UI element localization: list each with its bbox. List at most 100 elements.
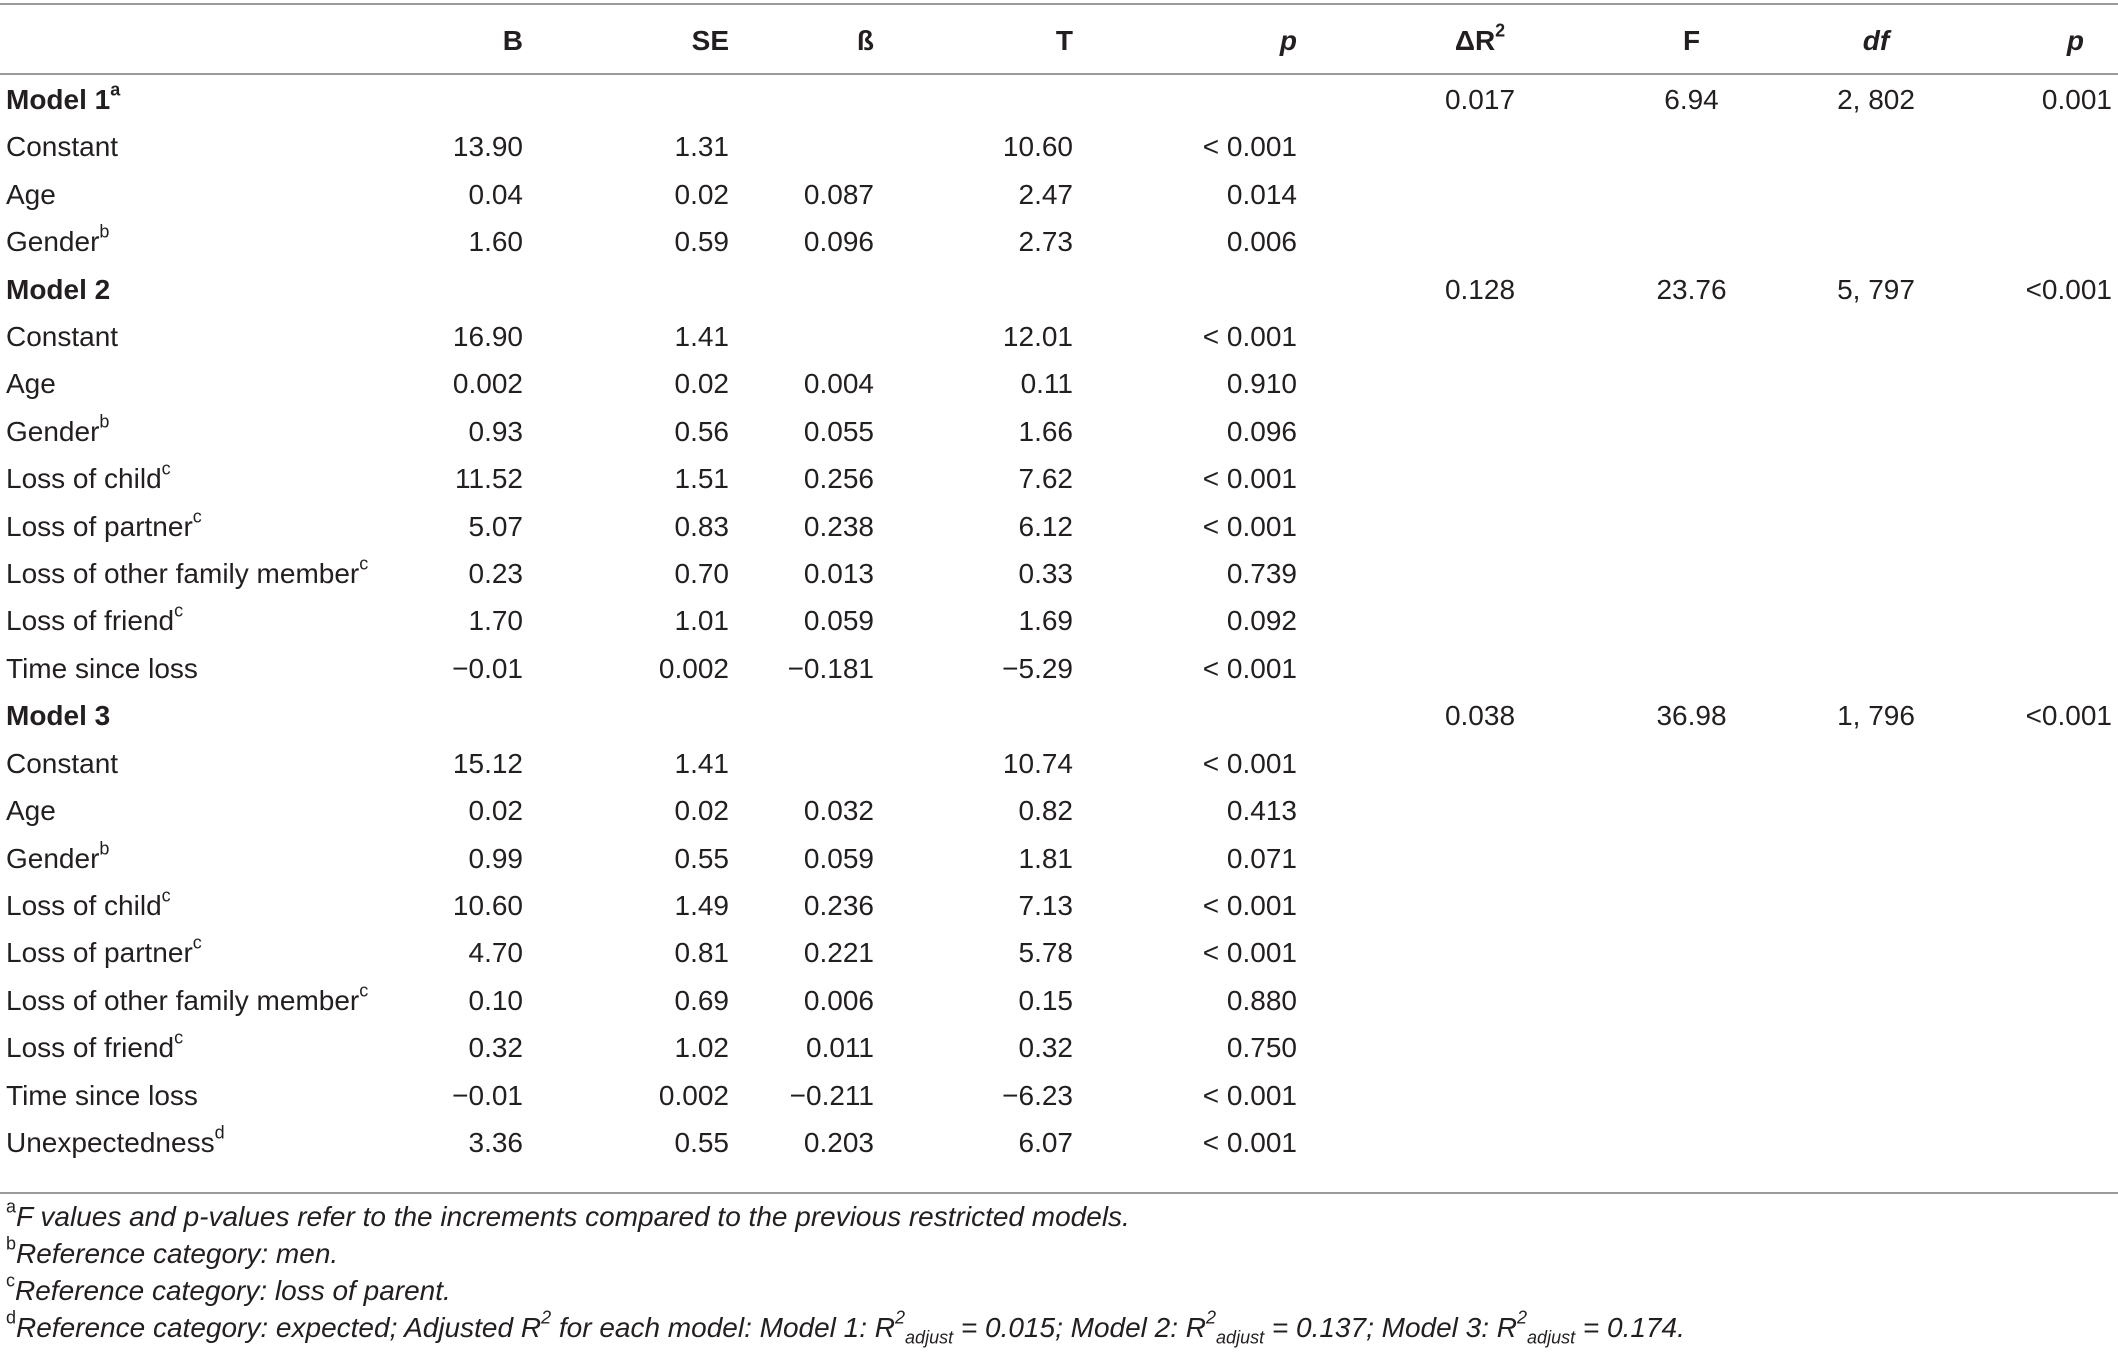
t-cell: 7.13 (1018, 889, 1074, 921)
table-row: Loss of partnerc 5.07 0.83 0.238 6.12 < 0.001 (0, 503, 2118, 550)
p-cell: < 0.001 (1202, 131, 1297, 163)
df-cell: 1, 796 (1837, 700, 1915, 732)
header-rule (0, 73, 2118, 75)
predictor-sup: b (99, 221, 110, 242)
empty-cell (1351, 408, 1609, 455)
predictor-sup: c (174, 600, 184, 621)
beta-cell: 0.221 (803, 937, 874, 969)
footnote-d-sub4: adjust (1527, 1327, 1576, 1348)
empty-cell (1609, 123, 1774, 170)
table-row: Loss of partnerc 4.70 0.81 0.221 5.78 < 0.001 (0, 929, 2118, 976)
beta-cell: 0.256 (803, 463, 874, 495)
predictor-sup: c (359, 553, 369, 574)
empty-cell (1609, 597, 1774, 644)
beta-cell: −0.181 (787, 652, 874, 684)
p-cell: 0.413 (1226, 795, 1297, 827)
footnote-b: bReference category: men. (6, 1235, 1685, 1272)
empty-cell (1774, 835, 1978, 882)
empty-cell (1609, 787, 1774, 834)
delta-r2-cell: 0.128 (1444, 273, 1516, 305)
empty-cell (1978, 218, 2118, 265)
delta-r2-cell: 0.038 (1444, 700, 1516, 732)
empty-cell (1978, 171, 2118, 218)
empty-cell (1609, 977, 1774, 1024)
predictor-sup: c (192, 932, 202, 953)
beta-cell: 0.004 (803, 368, 874, 400)
predictor-label: Age (0, 787, 330, 834)
predictor-name: Age (6, 178, 56, 210)
empty-cell (1978, 1024, 2118, 1071)
se-cell: 0.55 (674, 1126, 730, 1158)
b-cell: 13.90 (452, 131, 523, 163)
t-cell: −6.23 (1002, 1079, 1073, 1111)
empty-cell (1351, 218, 1609, 265)
se-cell: 0.59 (674, 226, 730, 258)
table-row: Loss of friendc 1.70 1.01 0.059 1.69 0.092 (0, 597, 2118, 644)
delta-r2-cell: 0.017 (1444, 84, 1516, 115)
table-row: Constant 13.90 1.31 10.60 < 0.001 (0, 123, 2118, 170)
se-cell: 1.51 (674, 463, 730, 495)
empty-cell (1978, 977, 2118, 1024)
predictor-label: Loss of partnerc (0, 503, 330, 550)
header-df: df (1862, 25, 1890, 56)
predictor-sup: b (99, 411, 110, 432)
table-row: Loss of childc 11.52 1.51 0.256 7.62 < 0.001 (0, 455, 2118, 502)
predictor-name: Time since loss (6, 652, 198, 684)
predictor-name: Time since loss (6, 1079, 198, 1111)
empty-cell (1774, 882, 1978, 929)
header-delta-r2-sup: 2 (1495, 20, 1506, 41)
b-cell: 0.04 (468, 178, 524, 210)
p-cell: < 0.001 (1202, 747, 1297, 779)
empty-cell (1774, 455, 1978, 502)
beta-cell (777, 740, 970, 787)
predictor-label: Loss of partnerc (0, 929, 330, 976)
empty-cell (565, 76, 777, 123)
se-cell: 1.02 (674, 1032, 730, 1064)
empty-cell (1150, 692, 1351, 739)
empty-cell (1351, 787, 1609, 834)
t-cell: 2.73 (1018, 226, 1074, 258)
t-cell: 6.12 (1018, 510, 1074, 542)
header-b: B (502, 25, 523, 56)
t-cell: 6.07 (1018, 1126, 1074, 1158)
empty-cell (1609, 455, 1774, 502)
empty-cell (1609, 1119, 1774, 1166)
se-cell: 0.55 (674, 842, 730, 874)
b-cell: 16.90 (452, 321, 523, 353)
footnote-d-sup1: 2 (541, 1307, 552, 1328)
header-delta-r2-text: ΔR (1454, 25, 1496, 56)
empty-cell (1351, 597, 1609, 644)
p-cell: 0.739 (1226, 558, 1297, 590)
empty-cell (330, 76, 565, 123)
empty-cell (1351, 313, 1609, 360)
beta-cell: 0.059 (803, 842, 874, 874)
t-cell: 1.69 (1018, 605, 1074, 637)
predictor-label: Loss of childc (0, 882, 330, 929)
predictor-label: Unexpectednessd (0, 1119, 330, 1166)
empty-cell (1774, 1119, 1978, 1166)
empty-cell (1609, 550, 1774, 597)
table-row: Constant 15.12 1.41 10.74 < 0.001 (0, 740, 2118, 787)
empty-cell (1609, 929, 1774, 976)
se-cell: 0.83 (674, 510, 730, 542)
predictor-name: Constant (6, 747, 119, 779)
p-cell: < 0.001 (1202, 1079, 1297, 1111)
empty-cell (1978, 1119, 2118, 1166)
empty-cell (1609, 740, 1774, 787)
b-cell: 10.60 (452, 889, 523, 921)
table-body: Model 1a 0.017 6.94 2, 802 0.001 Constant 13.9… (0, 76, 2118, 1166)
df-cell: 2, 802 (1837, 84, 1915, 115)
empty-cell (1609, 503, 1774, 550)
b-cell: 0.02 (468, 795, 524, 827)
b-cell: 1.70 (468, 605, 524, 637)
table-row: Loss of friendc 0.32 1.02 0.011 0.32 0.750 (0, 1024, 2118, 1071)
predictor-name: Loss of other family member (6, 984, 360, 1016)
predictor-label: Constant (0, 123, 330, 170)
t-cell: 1.66 (1018, 415, 1074, 447)
empty-cell (1351, 645, 1609, 692)
table-row: Loss of other family memberc 0.23 0.70 0.01… (0, 550, 2118, 597)
empty-cell (1351, 740, 1609, 787)
empty-cell (1774, 123, 1978, 170)
empty-cell (1609, 1072, 1774, 1119)
t-cell: 0.82 (1018, 795, 1074, 827)
